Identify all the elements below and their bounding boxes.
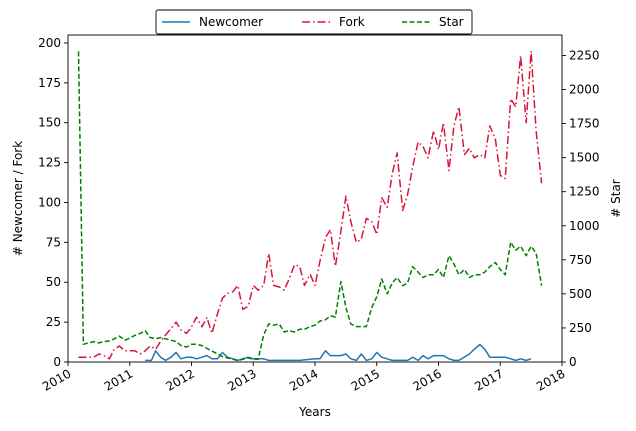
right-y-tick-label: 1000 — [569, 219, 600, 233]
right-y-tick-label: 1500 — [569, 151, 600, 165]
right-y-axis-label: # Star — [609, 179, 623, 218]
left-y-tick-label: 25 — [46, 315, 61, 329]
x-tick-label: 2017 — [472, 366, 505, 393]
legend-label-star: Star — [439, 15, 464, 29]
ticks-layer: 2010 2011 2012 2013 2014 2015 2016 2017 20180255… — [38, 36, 599, 394]
left-y-axis-label: # Newcomer / Fork — [11, 141, 25, 256]
left-y-tick-label: 50 — [46, 275, 61, 289]
x-axis-label: Years — [298, 405, 331, 419]
right-y-tick-label: 2250 — [569, 48, 600, 62]
x-tick-label: 2010 — [40, 366, 73, 393]
left-y-tick-label: 175 — [38, 76, 61, 90]
x-tick-label: 2014 — [287, 366, 320, 393]
plot-area — [67, 34, 563, 363]
right-y-tick-label: 2000 — [569, 83, 600, 97]
x-tick-label: 2012 — [164, 366, 197, 393]
x-tick-label: 2016 — [411, 366, 444, 393]
left-y-tick-label: 125 — [38, 156, 61, 170]
right-y-tick-label: 750 — [569, 253, 592, 267]
legend-label-fork: Fork — [339, 15, 365, 29]
right-y-tick-label: 250 — [569, 321, 592, 335]
x-tick-label: 2018 — [534, 366, 567, 393]
left-y-tick-label: 200 — [38, 36, 61, 50]
series-layer — [77, 50, 543, 362]
legend: Newcomer Fork Star — [155, 9, 473, 35]
left-y-tick-label: 100 — [38, 195, 61, 209]
x-tick-label: 2011 — [102, 366, 135, 393]
left-y-tick-label: 75 — [46, 235, 61, 249]
series-line-star — [77, 51, 543, 362]
series-line-newcomer — [145, 343, 532, 362]
legend-label-newcomer: Newcomer — [199, 15, 263, 29]
x-tick-label: 2013 — [225, 366, 258, 393]
x-tick-label: 2015 — [349, 366, 382, 393]
right-y-tick-label: 0 — [569, 355, 577, 369]
plot-frame — [67, 34, 563, 363]
left-y-tick-label: 0 — [53, 355, 61, 369]
right-y-tick-label: 1750 — [569, 117, 600, 131]
series-line-fork — [78, 50, 543, 360]
left-y-tick-label: 150 — [38, 116, 61, 130]
right-y-tick-label: 1250 — [569, 185, 600, 199]
right-y-tick-label: 500 — [569, 287, 592, 301]
